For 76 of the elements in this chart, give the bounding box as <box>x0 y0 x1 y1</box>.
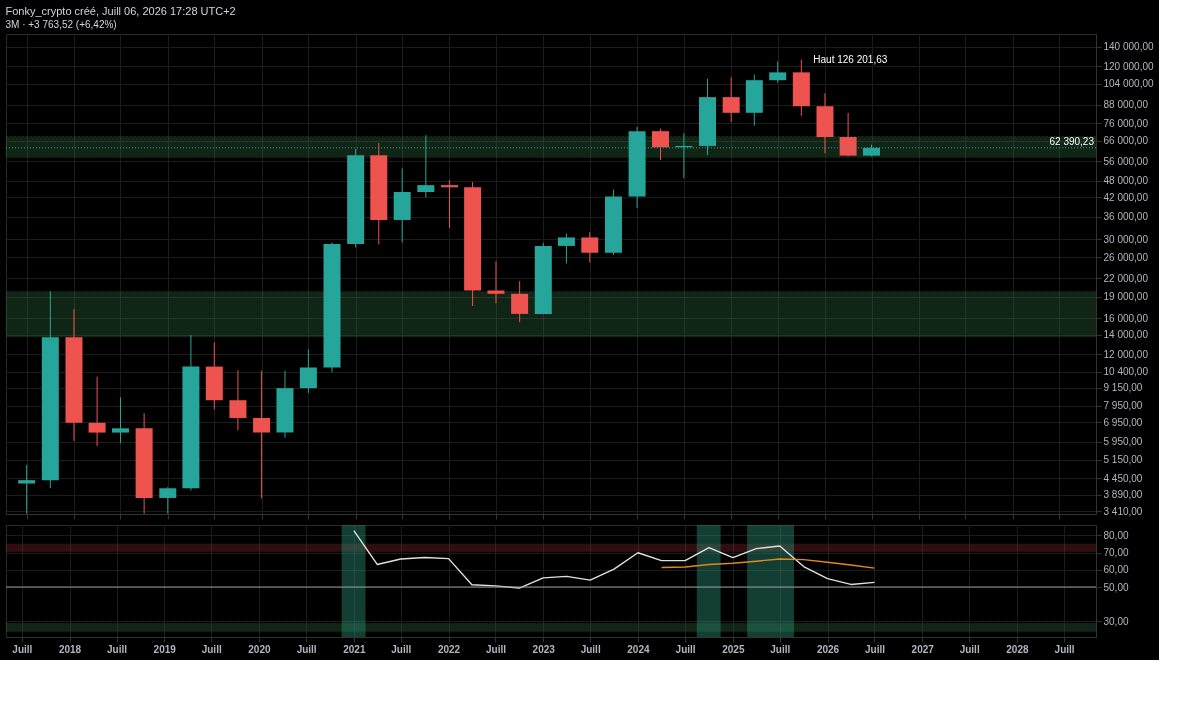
x-tick-label: Juill <box>675 643 696 655</box>
y-tick-label: 30,00 <box>1103 615 1129 627</box>
x-tick-label: 2027 <box>911 643 935 655</box>
y-tick-label: 22 000,00 <box>1103 272 1149 284</box>
y-tick-label: 48 000,00 <box>1103 175 1149 187</box>
x-tick-label: Juill <box>770 643 791 655</box>
candlestick <box>88 376 106 447</box>
line-series <box>353 529 876 589</box>
y-tick-label: 76 000,00 <box>1103 117 1149 129</box>
x-tick-label: 2026 <box>816 643 840 655</box>
candlestick <box>557 233 575 264</box>
candlestick <box>229 369 247 431</box>
y-tick-label: 16 000,00 <box>1103 312 1149 324</box>
y-tick-label: 42 000,00 <box>1103 191 1149 203</box>
x-tick-label: Juill <box>391 643 412 655</box>
candlestick <box>440 179 458 229</box>
candlestick <box>651 128 669 161</box>
y-tick-label: 66 000,00 <box>1103 135 1149 147</box>
candlestick <box>487 260 505 304</box>
y-tick-label: 6 950,00 <box>1103 416 1143 428</box>
y-tick-label: 60,00 <box>1103 564 1129 576</box>
y-tick-label: 104 000,00 <box>1103 78 1154 90</box>
x-tick-label: 2018 <box>58 643 82 655</box>
y-tick-label: 14 000,00 <box>1103 329 1149 341</box>
x-tick-label: 2019 <box>153 643 177 655</box>
line-series <box>660 558 876 569</box>
x-tick-label: 2023 <box>532 643 556 655</box>
x-tick-label: Juill <box>201 643 222 655</box>
y-tick-label: 5 950,00 <box>1103 436 1143 448</box>
x-tick-label: Juill <box>580 643 601 655</box>
candlestick <box>253 370 271 499</box>
y-tick-label: 12 000,00 <box>1103 348 1149 360</box>
x-tick-label: Juill <box>107 643 128 655</box>
y-tick-label: 36 000,00 <box>1103 211 1149 223</box>
x-tick-label: 2021 <box>343 643 366 655</box>
candlestick <box>18 464 36 515</box>
x-tick-label: Juill <box>12 643 33 655</box>
y-tick-label: 70,00 <box>1103 547 1129 559</box>
candlestick <box>299 348 317 394</box>
candlestick <box>511 280 529 323</box>
y-tick-label: 5 150,00 <box>1103 454 1143 466</box>
y-tick-label: 7 950,00 <box>1103 400 1143 412</box>
chart-subtitle: 3M · +3 763,52 (+6,42%) <box>5 19 117 30</box>
x-tick-label: 2022 <box>437 643 461 655</box>
candlestick <box>111 396 129 444</box>
x-tick-label: Juill <box>864 643 886 655</box>
candlestick <box>159 486 177 515</box>
chart-title: Fonky_crypto créé, Juill 06, 2026 17:28 UTC+2 <box>5 5 236 17</box>
candlestick <box>581 231 599 264</box>
x-tick-label: Juill <box>959 643 980 655</box>
candlestick <box>839 112 857 157</box>
y-tick-label: 3 410,00 <box>1103 505 1143 517</box>
annotation: Haut 126 201,63 <box>813 53 888 65</box>
candlestick <box>722 76 740 123</box>
y-tick-label: 26 000,00 <box>1103 251 1149 263</box>
y-tick-label: 19 000,00 <box>1103 291 1149 303</box>
y-tick-label: 9 150,00 <box>1103 382 1143 394</box>
y-tick-label: 56 000,00 <box>1103 155 1149 167</box>
y-tick-label: 30 000,00 <box>1103 233 1149 245</box>
x-tick-label: Juill <box>296 643 317 655</box>
x-tick-label: 2020 <box>248 643 271 655</box>
y-tick-label: 10 400,00 <box>1103 366 1149 378</box>
y-tick-label: 3 890,00 <box>1103 489 1143 501</box>
x-tick-label: 2025 <box>722 643 745 655</box>
x-tick-label: 2028 <box>1006 643 1029 655</box>
y-tick-label: 88 000,00 <box>1103 99 1149 111</box>
y-tick-label: 50,00 <box>1103 581 1129 593</box>
y-tick-label: 80,00 <box>1103 529 1129 541</box>
ref-line-label: 62 390,23 <box>1049 135 1095 147</box>
y-tick-label: 120 000,00 <box>1103 60 1154 72</box>
y-tick-label: 4 450,00 <box>1103 472 1143 484</box>
candlestick <box>769 60 787 84</box>
y-tick-label: 140 000,00 <box>1103 41 1154 53</box>
x-tick-label: Juill <box>1054 643 1075 655</box>
x-tick-label: Juill <box>485 643 507 655</box>
x-tick-label: 2024 <box>627 643 650 655</box>
